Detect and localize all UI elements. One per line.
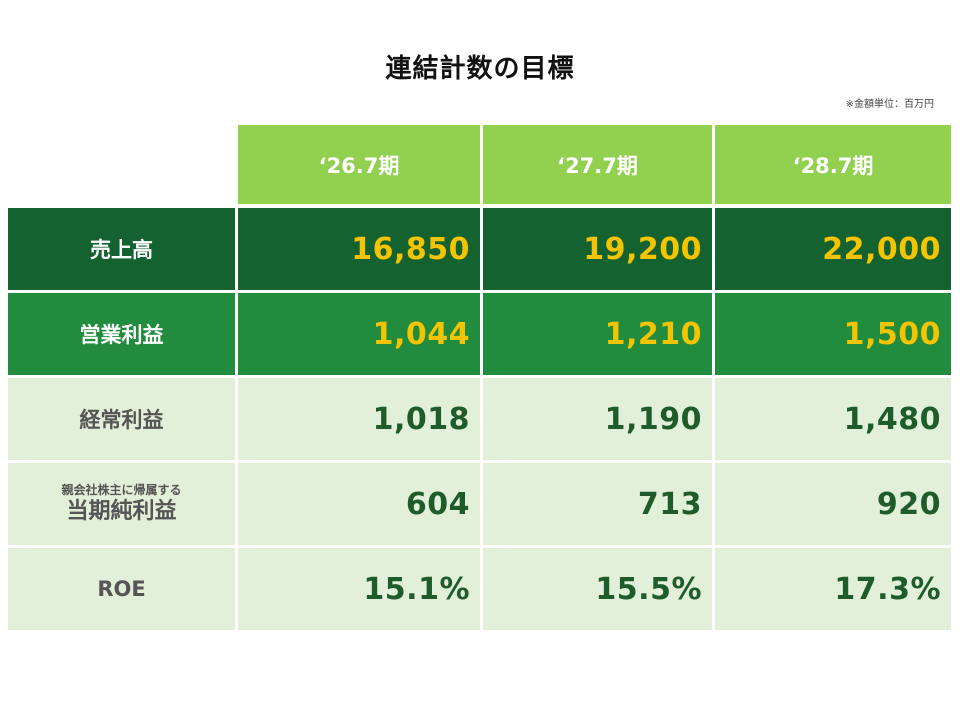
row-label-net-income-main: 当期純利益	[66, 498, 177, 524]
row-label-operating-profit: 営業利益	[8, 293, 235, 375]
column-header-fy27: ‘27.7期	[483, 125, 712, 204]
table-cell: 713	[483, 463, 712, 545]
table-cell: 1,210	[483, 293, 712, 375]
table-cell: 19,200	[483, 208, 712, 290]
table-cell: 1,044	[238, 293, 480, 375]
row-label-net-income: 親会社株主に帰属する 当期純利益	[8, 463, 235, 545]
table-cell: 15.5%	[483, 548, 712, 630]
table-cell: 1,500	[715, 293, 951, 375]
table-cell: 16,850	[238, 208, 480, 290]
page-title: 連結計数の目標	[385, 54, 575, 84]
table-cell: 1,018	[238, 378, 480, 460]
table-cell: 1,480	[715, 378, 951, 460]
row-label-net-income-prefix: 親会社株主に帰属する	[61, 483, 182, 498]
unit-note: ※金額単位：百万円	[845, 99, 934, 110]
table-cell: 604	[238, 463, 480, 545]
table-cell: 1,190	[483, 378, 712, 460]
column-header-fy26: ‘26.7期	[238, 125, 480, 204]
table-cell: 22,000	[715, 208, 951, 290]
row-label-roe: ROE	[8, 548, 235, 630]
table-cell: 920	[715, 463, 951, 545]
table-cell: 15.1%	[238, 548, 480, 630]
row-label-sales: 売上高	[8, 208, 235, 290]
table-cell: 17.3%	[715, 548, 951, 630]
row-label-ordinary-profit: 経常利益	[8, 378, 235, 460]
column-header-fy28: ‘28.7期	[715, 125, 951, 204]
